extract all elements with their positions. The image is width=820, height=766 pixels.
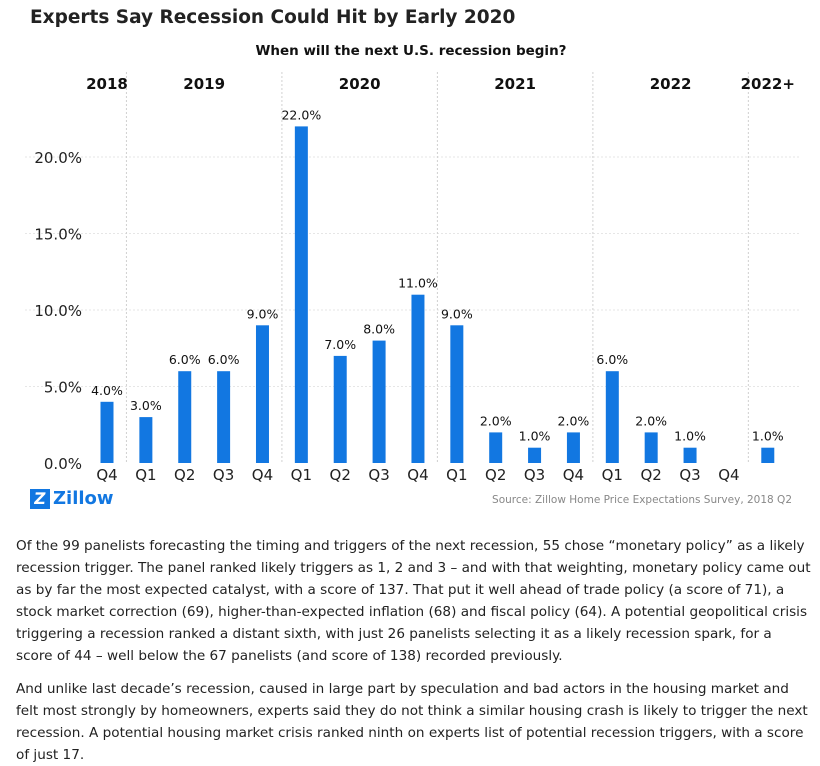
x-tick-label: Q3 <box>213 466 234 484</box>
data-label: 9.0% <box>247 306 279 321</box>
x-tick-label: Q3 <box>524 466 545 484</box>
bar <box>566 432 580 463</box>
x-tick-label: Q2 <box>174 466 195 484</box>
data-label: 6.0% <box>596 352 628 367</box>
data-label: 6.0% <box>208 352 240 367</box>
x-axis-ticks: Q4 Q1 Q2 Q3 Q4 Q1 Q2 Q3 Q4 Q1 Q2 Q3 Q4 Q1 Q2 Q3 Q4 <box>96 466 739 484</box>
x-tick-label: Q4 <box>718 466 739 484</box>
x-tick-label: Q4 <box>96 466 117 484</box>
year-separators <box>125 72 749 462</box>
year-label: 2020 <box>339 75 381 93</box>
bar <box>217 371 231 463</box>
data-label: 1.0% <box>519 429 551 444</box>
bar <box>255 325 269 463</box>
x-tick-label: Q4 <box>252 466 273 484</box>
zillow-logo: Zillow <box>30 488 114 509</box>
y-tick-label: 0.0% <box>44 455 82 473</box>
data-label: 1.0% <box>752 429 784 444</box>
x-tick-label: Q3 <box>679 466 700 484</box>
x-tick-label: Q2 <box>330 466 351 484</box>
data-label: 2.0% <box>635 413 667 428</box>
x-tick-label: Q4 <box>563 466 584 484</box>
bar <box>450 325 464 463</box>
year-label: 2021 <box>494 75 536 93</box>
x-tick-label: Q1 <box>446 466 467 484</box>
year-labels: 2018 2019 2020 2021 2022 2022+ <box>86 75 795 93</box>
bar <box>178 371 192 463</box>
page-title: Experts Say Recession Could Hit by Early… <box>30 7 516 28</box>
zillow-logo-text: Zillow <box>53 488 114 509</box>
data-label: 6.0% <box>169 352 201 367</box>
data-label: 9.0% <box>441 306 473 321</box>
data-label: 1.0% <box>674 429 706 444</box>
bar <box>528 447 542 463</box>
bar <box>333 355 347 463</box>
zillow-logo-icon <box>30 488 50 509</box>
bar <box>372 340 386 463</box>
x-tick-label: Q1 <box>291 466 312 484</box>
bar <box>489 432 503 463</box>
data-label: 4.0% <box>91 383 123 398</box>
bar <box>139 417 153 463</box>
year-label: 2022 <box>650 75 692 93</box>
body-paragraph: And unlike last decade’s recession, caus… <box>16 681 808 763</box>
bar <box>644 432 658 463</box>
x-tick-label: Q1 <box>135 466 156 484</box>
data-label: 8.0% <box>363 322 395 337</box>
body-paragraph: Of the 99 panelists forecasting the timi… <box>16 538 811 664</box>
bar <box>411 294 425 463</box>
data-label: 2.0% <box>480 413 512 428</box>
bar-chart: When will the next U.S. recession begin?… <box>25 43 800 484</box>
bar <box>294 126 308 464</box>
data-label: 3.0% <box>130 398 162 413</box>
bars <box>100 126 775 464</box>
year-label: 2018 <box>86 75 128 93</box>
bar <box>761 447 775 463</box>
x-tick-label: Q1 <box>602 466 623 484</box>
y-tick-label: 10.0% <box>34 302 82 320</box>
data-labels: 4.0%3.0%6.0% 6.0%9.0%22.0%7.0%8.0%11.0%9.… <box>91 107 784 443</box>
bar <box>100 401 114 463</box>
chart-subtitle: When will the next U.S. recession begin? <box>255 43 566 59</box>
data-label: 2.0% <box>558 413 590 428</box>
x-tick-label: Q2 <box>641 466 662 484</box>
x-tick-label: Q2 <box>485 466 506 484</box>
y-tick-label: 5.0% <box>44 379 82 397</box>
data-label: 7.0% <box>324 337 356 352</box>
y-tick-label: 20.0% <box>34 149 82 167</box>
bar <box>605 371 619 463</box>
data-label: 11.0% <box>398 276 438 291</box>
data-label: 22.0% <box>281 107 321 122</box>
y-axis-ticks: 0.0% 5.0% 10.0% 15.0% 20.0% <box>34 149 82 473</box>
year-label: 2019 <box>183 75 225 93</box>
x-tick-label: Q3 <box>368 466 389 484</box>
bar <box>683 447 697 463</box>
y-tick-label: 15.0% <box>34 226 82 244</box>
x-tick-label: Q4 <box>407 466 428 484</box>
grid-lines <box>25 156 800 387</box>
source-note: Source: Zillow Home Price Expectations S… <box>492 494 792 506</box>
year-label: 2022+ <box>741 75 795 93</box>
